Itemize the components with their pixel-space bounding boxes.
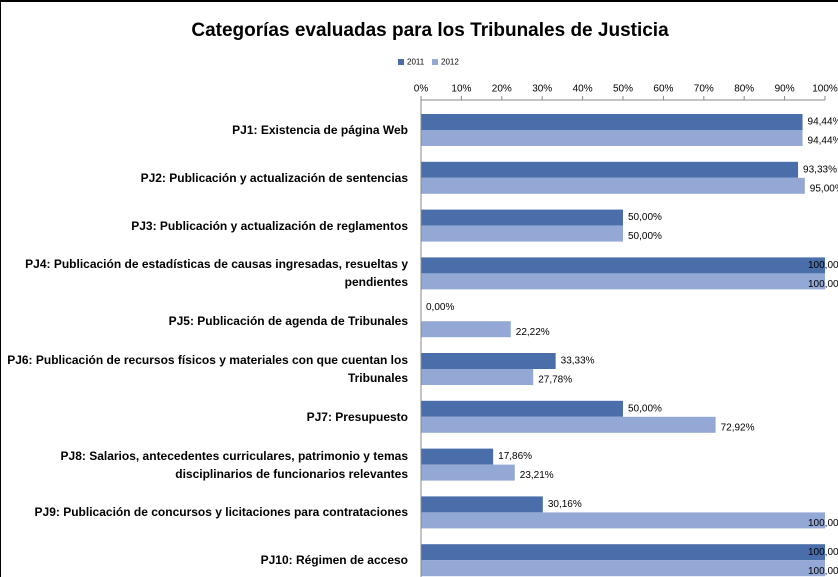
value-label: 50,00% [628,231,662,242]
value-label: 100,00% [808,279,838,290]
x-tick-label: 100% [812,84,838,95]
category-label: PJ1: Existencia de página Web [232,123,408,137]
x-tick-label: 0% [414,84,429,95]
value-label: 50,00% [628,212,662,223]
category-label: PJ6: Publicación de recursos físicos y m… [7,353,408,385]
value-label: 94,44% [808,117,838,128]
bar [421,512,825,529]
legend-label: 2011 [407,58,425,67]
value-label: 30,16% [548,499,582,510]
value-label: 100,00% [808,566,838,577]
bar [421,177,805,194]
x-tick-label: 90% [775,84,795,95]
legend-swatch [398,59,404,65]
category-label: PJ9: Publicación de concursos y licitaci… [34,505,408,520]
value-label: 95,00% [810,183,838,194]
value-label: 0,00% [426,302,454,313]
x-tick-label: 30% [532,84,552,95]
category-label: PJ2: Publicación y actualización de sent… [140,170,408,185]
x-tick-label: 50% [613,84,633,95]
value-label: 100,00% [808,260,838,271]
value-label: 33,33% [561,356,595,367]
x-tick-label: 80% [734,84,754,95]
category-label: PJ7: Presupuesto [306,409,408,424]
bar [421,544,825,561]
category-label: PJ10: Régimen de acceso [260,553,408,568]
category-label: PJ8: Salarios, antecedentes curriculares… [60,448,408,481]
bar [421,114,803,130]
bar [421,257,825,274]
bar [421,273,825,290]
value-label: 72,92% [721,422,755,433]
value-label: 93,33% [803,164,837,175]
bar [421,353,556,369]
x-tick-label: 10% [451,84,471,95]
value-label: 94,44% [808,136,838,147]
category-label: PJ4: Publicación de estadísticas de caus… [25,257,408,290]
x-tick-label: 60% [653,84,673,95]
bar [421,560,825,577]
x-tick-label: 20% [492,84,512,95]
bar [421,416,716,433]
value-label: 27,78% [538,375,572,386]
value-label: 23,21% [520,470,554,481]
bar [421,496,543,513]
value-label: 22,22% [516,327,550,338]
bar [421,209,623,226]
bar [421,161,799,178]
bar [421,448,494,465]
bar [421,321,511,338]
bar [421,400,623,417]
category-label: PJ5: Publicación de agenda de Tribunales [168,314,408,329]
category-label: PJ3: Publicación y actualización de regl… [131,218,408,233]
legend-swatch [432,59,438,65]
value-label: 17,86% [498,451,532,462]
bar [421,464,515,481]
bar [421,369,534,385]
value-label: 100,00% [808,518,838,529]
x-tick-label: 70% [694,84,714,95]
x-tick-label: 40% [573,84,593,95]
value-label: 100,00% [808,547,838,558]
chart-title: Categorías evaluadas para los Tribunales… [191,20,669,41]
bar [421,130,803,146]
legend-label: 2012 [441,58,459,67]
bar [421,225,623,242]
value-label: 50,00% [628,403,662,414]
